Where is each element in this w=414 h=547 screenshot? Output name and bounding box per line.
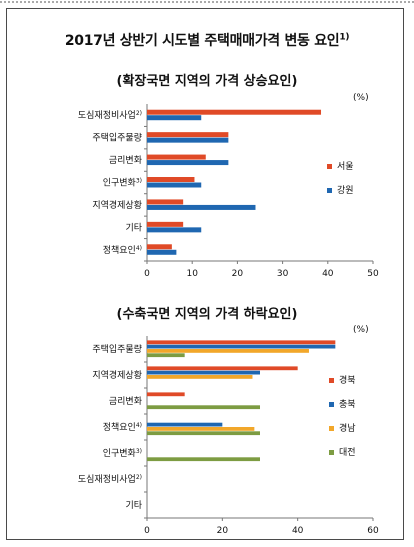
chart2-legend-label: 경북 xyxy=(339,374,356,386)
chart1-bar-서울 xyxy=(147,109,322,115)
chart2-category-label: 인구변화3) xyxy=(103,448,142,459)
page-title: 2017년 상반기 시도별 주택매매가격 변동 요인1) xyxy=(0,30,414,50)
chart2-x-tick-label: 60 xyxy=(367,526,379,536)
chart2-category-label: 기타 xyxy=(125,500,142,511)
chart1-bar-서울 xyxy=(147,244,172,250)
chart1-bar-강원 xyxy=(147,115,202,121)
chart2-bar-충북 xyxy=(147,422,223,427)
chart1-bar-서울 xyxy=(147,199,184,205)
chart2-x-tick-label: 40 xyxy=(292,526,304,536)
chart1-bar-강원 xyxy=(147,249,177,255)
chart1-category-label: 인구변화3) xyxy=(103,178,142,189)
chart1-category-label: 도심재정비사업2) xyxy=(78,110,142,121)
chart2-legend-swatch xyxy=(329,450,334,455)
chart2-category-label: 지역경제상황 xyxy=(92,369,142,381)
chart1-bar-강원 xyxy=(147,227,202,233)
chart1-bar-강원 xyxy=(147,204,256,210)
chart2-title: (수축국면 지역의 가격 하락요인) xyxy=(116,307,298,322)
chart1-category-label: 주택입주물량 xyxy=(92,132,142,144)
chart2-bar-경남 xyxy=(147,375,253,379)
chart1-bar-서울 xyxy=(147,221,184,227)
chart2-legend-label: 대전 xyxy=(339,447,356,458)
chart2-legend-swatch xyxy=(329,402,334,407)
top-decoration-line xyxy=(0,1,414,3)
chart1-legend-label: 서울 xyxy=(337,161,354,172)
chart1-category-label: 금리변화 xyxy=(109,155,142,166)
chart2-bar-경북 xyxy=(147,366,298,371)
figure-frame xyxy=(6,8,404,540)
chart2-bar-경북 xyxy=(147,392,185,397)
chart1-bar-강원 xyxy=(147,160,229,166)
chart1-x-tick-label: 0 xyxy=(144,269,150,279)
chart2-bar-대전 xyxy=(147,457,260,462)
chart2-bar-충북 xyxy=(147,344,336,349)
chart2-bar-충북 xyxy=(147,370,260,375)
chart1-bar-강원 xyxy=(147,182,202,188)
chart2-bar-경남 xyxy=(147,349,309,353)
chart1-bar-서울 xyxy=(147,132,229,138)
chart1-bar-강원 xyxy=(147,137,229,143)
chart2-category-label: 도심재정비사업2) xyxy=(78,474,142,485)
chart1-bar-서울 xyxy=(147,177,195,182)
chart2-bar-대전 xyxy=(147,431,260,436)
chart1-x-tick-label: 10 xyxy=(186,269,198,279)
chart2-bar-대전 xyxy=(147,353,185,358)
chart1-bar-서울 xyxy=(147,154,206,160)
chart1-category-label: 정책요인4) xyxy=(103,244,142,256)
chart2-x-tick-label: 20 xyxy=(217,526,229,536)
chart2-legend-label: 경남 xyxy=(339,422,356,434)
chart2-category-label: 주택입주물량 xyxy=(92,343,142,355)
chart1-legend-swatch xyxy=(327,164,332,169)
chart1-x-tick-label: 20 xyxy=(232,269,244,279)
chart2-legend-swatch xyxy=(329,378,334,383)
chart2-legend-swatch xyxy=(329,426,334,431)
chart1-legend-label: 강원 xyxy=(337,185,354,196)
chart1-title: (확장국면 지역의 가격 상승요인) xyxy=(116,74,298,89)
chart2-category-label: 금리변화 xyxy=(109,396,142,407)
chart1-category-label: 지역경제상황 xyxy=(92,199,142,211)
chart2-x-tick-label: 0 xyxy=(144,526,150,536)
page-title-text: 2017년 상반기 시도별 주택매매가격 변동 요인 xyxy=(64,33,340,49)
chart2-bar-대전 xyxy=(147,405,260,410)
chart1-x-tick-label: 50 xyxy=(367,269,379,279)
chart2-legend-label: 충북 xyxy=(339,399,356,410)
chart1-unit-label: (%) xyxy=(353,93,369,103)
chart1-category-label: 기타 xyxy=(125,222,142,233)
chart1-x-tick-label: 40 xyxy=(322,269,334,279)
page-title-footnote: 1) xyxy=(339,32,350,43)
chart1-x-tick-label: 30 xyxy=(277,269,289,279)
chart2-bar-경북 xyxy=(147,340,336,345)
chart2-bar-경남 xyxy=(147,427,255,431)
chart2-unit-label: (%) xyxy=(353,325,369,335)
chart2-category-label: 정책요인4) xyxy=(103,421,142,433)
chart1-legend-swatch xyxy=(327,188,332,193)
